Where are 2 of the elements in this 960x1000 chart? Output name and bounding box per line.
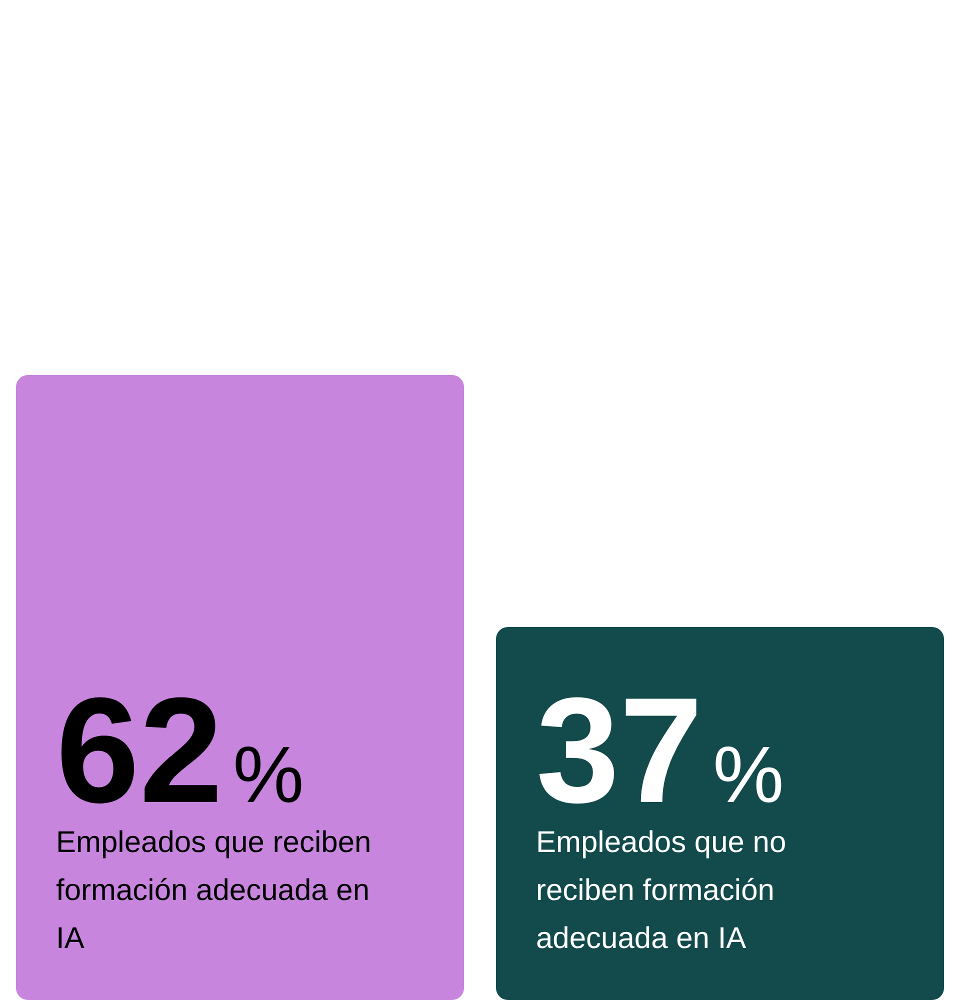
x-tick-label: Empleados que reciben formación adecuada en IA xyxy=(56,826,372,955)
x-tick-label: Empleados que no reciben formación adecuada en IA xyxy=(536,826,786,955)
